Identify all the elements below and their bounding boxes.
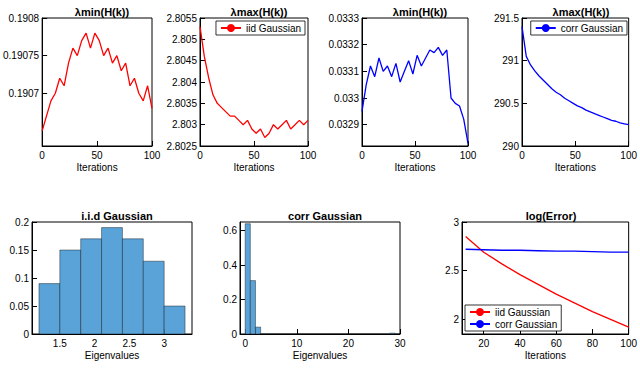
svg-text:iid Gaussian: iid Gaussian: [495, 307, 550, 318]
svg-text:291.5: 291.5: [494, 13, 519, 24]
svg-text:Iterations: Iterations: [77, 162, 118, 173]
svg-text:291: 291: [502, 55, 519, 66]
svg-text:0.6: 0.6: [223, 225, 237, 236]
svg-text:2.8045: 2.8045: [166, 55, 197, 66]
svg-text:3: 3: [161, 338, 167, 349]
svg-text:0.19075: 0.19075: [3, 50, 40, 61]
svg-text:3: 3: [453, 217, 459, 228]
svg-text:0: 0: [39, 150, 45, 161]
svg-text:290.5: 290.5: [494, 98, 519, 109]
svg-text:2: 2: [92, 338, 98, 349]
svg-text:0.15: 0.15: [10, 245, 30, 256]
svg-text:Iterations: Iterations: [555, 162, 596, 173]
svg-text:0.1907: 0.1907: [9, 88, 40, 99]
svg-text:0.2: 0.2: [223, 294, 237, 305]
svg-text:Eigenvalues: Eigenvalues: [85, 350, 139, 361]
svg-text:2.805: 2.805: [172, 34, 197, 45]
svg-text:30: 30: [394, 338, 406, 349]
svg-text:0.1908: 0.1908: [9, 13, 40, 24]
svg-text:0.0333: 0.0333: [328, 13, 359, 24]
svg-text:0: 0: [519, 150, 525, 161]
svg-text:0: 0: [242, 338, 248, 349]
svg-text:0: 0: [23, 329, 29, 340]
svg-text:40: 40: [514, 338, 526, 349]
svg-text:λmin(H(k)): λmin(H(k)): [75, 6, 130, 18]
svg-text:Iterations: Iterations: [394, 162, 435, 173]
svg-text:100: 100: [460, 150, 477, 161]
svg-text:100: 100: [620, 150, 637, 161]
svg-text:λmax(H(k)): λmax(H(k)): [553, 6, 610, 18]
svg-text:2.5: 2.5: [122, 338, 136, 349]
svg-text:80: 80: [587, 338, 599, 349]
svg-text:100: 100: [300, 150, 317, 161]
svg-text:2.8035: 2.8035: [166, 98, 197, 109]
svg-text:50: 50: [248, 150, 260, 161]
svg-text:λmin(H(k)): λmin(H(k)): [393, 6, 448, 18]
svg-text:50: 50: [409, 150, 421, 161]
svg-text:20: 20: [343, 338, 355, 349]
svg-text:0.0331: 0.0331: [328, 66, 359, 77]
svg-text:20: 20: [478, 338, 490, 349]
svg-text:iid Gaussian: iid Gaussian: [246, 23, 301, 34]
svg-text:0.4: 0.4: [223, 260, 237, 271]
svg-text:2.803: 2.803: [172, 119, 197, 130]
svg-text:2.8025: 2.8025: [166, 141, 197, 152]
svg-text:50: 50: [570, 150, 582, 161]
svg-text:2.804: 2.804: [172, 77, 197, 88]
svg-text:0.2: 0.2: [15, 217, 29, 228]
svg-text:1.5: 1.5: [53, 338, 67, 349]
svg-text:corr Gaussian: corr Gaussian: [561, 23, 623, 34]
svg-text:0.033: 0.033: [334, 93, 359, 104]
svg-text:Iterations: Iterations: [525, 350, 566, 361]
svg-text:60: 60: [551, 338, 563, 349]
svg-text:0.1: 0.1: [15, 273, 29, 284]
svg-text:2.8055: 2.8055: [166, 13, 197, 24]
svg-text:Eigenvalues: Eigenvalues: [293, 350, 347, 361]
svg-text:0: 0: [359, 150, 365, 161]
svg-text:Iterations: Iterations: [233, 162, 274, 173]
svg-text:0: 0: [231, 329, 237, 340]
svg-text:100: 100: [620, 338, 637, 349]
svg-text:log(Error): log(Error): [526, 210, 577, 222]
svg-text:0.05: 0.05: [10, 301, 30, 312]
svg-text:10: 10: [291, 338, 303, 349]
svg-text:50: 50: [92, 150, 104, 161]
svg-text:0: 0: [197, 150, 203, 161]
svg-text:2: 2: [453, 314, 459, 325]
svg-text:corr Gaussian: corr Gaussian: [288, 210, 362, 222]
svg-text:290: 290: [502, 141, 519, 152]
svg-text:0.0332: 0.0332: [328, 39, 359, 50]
svg-text:100: 100: [144, 150, 161, 161]
svg-text:0.0329: 0.0329: [328, 119, 359, 130]
svg-text:i.i.d Gaussian: i.i.d Gaussian: [81, 210, 153, 222]
svg-text:2.5: 2.5: [445, 265, 459, 276]
svg-text:λmax(H(k)): λmax(H(k)): [231, 6, 288, 18]
svg-text:corr Gaussian: corr Gaussian: [495, 319, 557, 330]
